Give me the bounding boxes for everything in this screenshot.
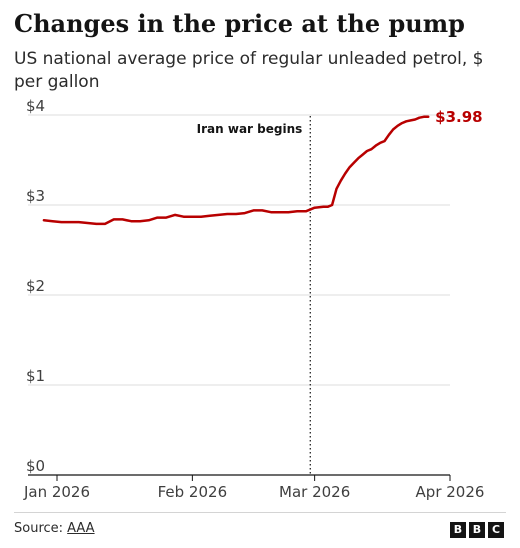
data-point — [182, 215, 185, 218]
data-point — [313, 206, 316, 209]
footer-divider — [14, 512, 506, 513]
annotation-label: Iran war begins — [197, 122, 303, 136]
data-point — [43, 219, 45, 222]
y-tick-label: $3 — [26, 187, 45, 205]
data-point — [69, 221, 71, 224]
x-tick-label: Feb 2026 — [158, 483, 228, 501]
y-tick-label: $4 — [26, 97, 45, 115]
data-point — [361, 153, 364, 156]
data-point — [174, 214, 176, 216]
data-point — [366, 150, 368, 152]
data-point — [287, 211, 290, 214]
x-tick-label: Mar 2026 — [279, 483, 350, 501]
data-point — [322, 205, 325, 208]
y-tick-label: $2 — [26, 277, 45, 295]
data-point — [353, 161, 355, 164]
bbc-logo-letter-1: B — [450, 522, 466, 538]
data-point — [331, 204, 333, 206]
data-point — [217, 214, 220, 216]
data-point — [339, 179, 342, 182]
series-layer: $3.98 — [42, 108, 483, 226]
data-point — [405, 120, 408, 123]
data-point — [335, 187, 338, 190]
y-tick-label: $1 — [26, 367, 45, 385]
data-point — [235, 213, 237, 215]
source-prefix: Source: — [14, 521, 68, 536]
bbc-logo-letter-3: C — [488, 522, 504, 538]
bbc-logo-letter-2: B — [469, 522, 485, 538]
x-tick-label: Jan 2026 — [23, 483, 90, 501]
data-point — [191, 215, 194, 218]
end-value-label: $3.98 — [435, 108, 482, 126]
data-point — [357, 157, 360, 160]
source-note: Source: AAA — [14, 521, 95, 536]
data-point — [278, 211, 281, 214]
data-point — [104, 223, 106, 225]
data-point — [112, 218, 115, 221]
data-point — [305, 210, 307, 213]
chart-subtitle: US national average price of regular unl… — [14, 49, 484, 92]
data-point — [252, 209, 255, 212]
data-point — [401, 122, 403, 124]
data-point — [147, 219, 150, 222]
data-point — [261, 209, 264, 212]
data-point — [348, 166, 351, 169]
data-point — [344, 172, 347, 175]
x-tick-label: Apr 2026 — [416, 483, 485, 501]
data-point — [296, 210, 299, 213]
data-point — [60, 221, 63, 224]
data-point — [200, 215, 203, 218]
data-point — [379, 142, 381, 144]
data-point — [418, 116, 421, 119]
data-point — [95, 223, 98, 225]
data-point — [414, 118, 416, 121]
data-point — [383, 140, 386, 143]
data-point — [427, 115, 430, 118]
data-point — [409, 119, 412, 122]
grid-layer — [28, 114, 450, 386]
data-point — [226, 213, 229, 215]
data-point — [396, 124, 399, 127]
data-point — [86, 222, 89, 224]
line-chart: Iran war begins $3.98 $0 $1 $2 $3 $4 Jan 2026… — [23, 97, 484, 501]
data-point — [243, 212, 246, 215]
bbc-logo: B B C — [450, 522, 504, 538]
axis-layer: $0 $1 $2 $3 $4 Jan 2026 Feb 2026 Mar 2026 Apr 20… — [23, 97, 484, 501]
data-point — [374, 144, 377, 147]
data-point — [392, 128, 395, 131]
chart-title: Changes in the price at the pump — [14, 9, 465, 38]
data-point — [208, 214, 211, 217]
data-point — [388, 133, 390, 136]
data-point — [156, 216, 159, 219]
data-point — [422, 115, 425, 118]
data-point — [77, 221, 80, 224]
annotation-layer: Iran war begins — [197, 116, 311, 475]
source-link[interactable]: AAA — [67, 521, 95, 536]
data-point — [326, 205, 329, 208]
data-point — [165, 216, 168, 219]
data-point — [139, 220, 141, 223]
data-point — [130, 220, 133, 223]
data-point — [270, 211, 272, 214]
data-point — [121, 218, 124, 221]
data-point — [370, 148, 373, 151]
data-point — [51, 220, 54, 223]
y-tick-label: $0 — [26, 457, 45, 475]
